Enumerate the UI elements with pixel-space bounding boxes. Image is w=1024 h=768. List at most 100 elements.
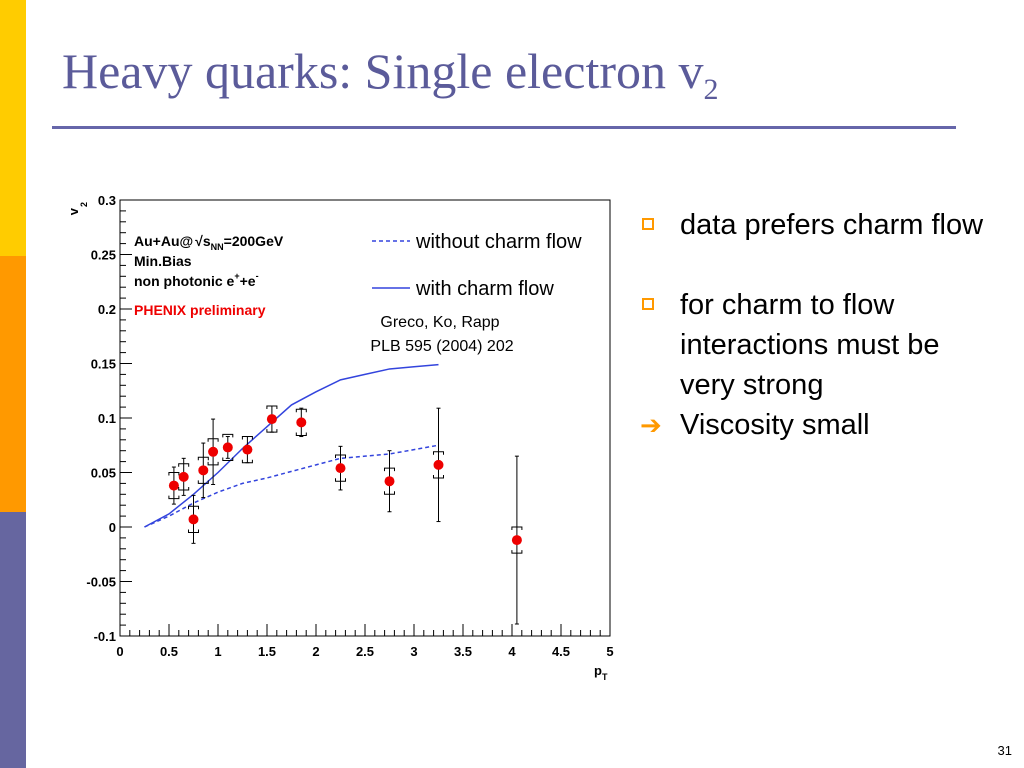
y-axis-label-sub: 2 <box>79 202 89 207</box>
y-tick-label: 0.05 <box>91 466 116 481</box>
systematic-bracket <box>197 456 209 461</box>
x-tick-label: 2 <box>312 644 319 659</box>
x-tick-label: 4.5 <box>552 644 570 659</box>
systematic-bracket <box>335 478 346 482</box>
curve-without-charm-flow <box>144 444 439 528</box>
y-axis-label: v <box>66 207 81 215</box>
systematic-bracket <box>266 429 278 433</box>
reference-line-1: Greco, Ko, Rapp <box>380 314 499 331</box>
systematic-bracket <box>222 433 234 438</box>
x-tick-label: 0 <box>116 644 123 659</box>
systematic-bracket <box>188 505 199 510</box>
centrality-text: Min.Bias <box>134 253 192 269</box>
legend-label-without: without charm flow <box>415 231 582 253</box>
systematic-bracket <box>384 467 395 472</box>
systematic-bracket <box>511 550 523 554</box>
y-tick-label: 0.15 <box>91 357 116 372</box>
bullet-list: data prefers charm flow for charm to flo… <box>640 205 1000 445</box>
y-tick-label: 0.3 <box>98 193 116 208</box>
x-tick-label: 5 <box>606 644 613 659</box>
sidebar-band-purple <box>0 512 26 768</box>
x-tick-label: 3 <box>410 644 417 659</box>
systematic-bracket <box>178 486 190 491</box>
v2-chart-svg: 0 0.5 1 1.5 2 2.5 3 3.5 4 4.5 5 -0.1 -0.05 0 0.05 0.1 0… <box>66 193 614 682</box>
preliminary-label: PHENIX preliminary <box>134 302 266 318</box>
x-tick-label: 2.5 <box>356 644 374 659</box>
y-tick-label: 0.2 <box>98 302 116 317</box>
slide-title: Heavy quarks: Single electron v2 <box>62 42 718 107</box>
legend-label-with: with charm flow <box>415 278 554 300</box>
electron-text: non photonic e++e- <box>134 271 259 289</box>
data-point <box>198 465 209 476</box>
curve-with-charm-flow <box>144 363 439 528</box>
y-tick-label: -0.05 <box>86 575 116 590</box>
x-tick-label: 0.5 <box>160 644 178 659</box>
slide-title-subscript: 2 <box>703 73 719 106</box>
y-tick-label: 0.25 <box>91 248 116 263</box>
y-tick-label: 0 <box>109 520 116 535</box>
bullet-text: Viscosity small <box>680 409 870 441</box>
systematic-bracket <box>241 459 253 464</box>
page-number: 31 <box>997 743 1012 758</box>
data-point <box>433 459 444 470</box>
systematic-bracket <box>188 529 199 533</box>
data-point <box>222 442 233 453</box>
data-point <box>296 417 307 428</box>
data-point <box>242 444 253 455</box>
systematic-bracket <box>222 457 234 462</box>
square-bullet-icon <box>642 298 654 310</box>
systematic-bracket <box>168 472 180 476</box>
bullet-text: for charm to flow interactions must be v… <box>680 289 940 401</box>
model-curves <box>144 363 439 528</box>
data-point <box>168 480 179 491</box>
data-point <box>335 463 346 474</box>
sidebar-decoration <box>0 0 26 768</box>
data-point <box>511 535 522 546</box>
systematic-bracket <box>433 451 444 455</box>
x-axis-label-sub: T <box>602 672 608 682</box>
x-tick-label: 1.5 <box>258 644 276 659</box>
bullet-item: for charm to flow interactions must be v… <box>640 285 1000 405</box>
systematic-bracket <box>178 463 190 467</box>
systematic-bracket <box>241 436 253 440</box>
systematic-bracket <box>335 454 346 459</box>
collision-annotation: Au+Au@ √sNN=200GeV Min.Bias non photonic … <box>134 233 284 318</box>
systematic-bracket <box>511 526 523 530</box>
systematic-bracket <box>266 405 278 410</box>
y-tick-label: 0.1 <box>98 411 116 426</box>
x-tick-label: 3.5 <box>454 644 472 659</box>
systematic-bracket <box>197 480 209 484</box>
data-point <box>266 414 277 425</box>
systematic-bracket <box>433 474 444 479</box>
arrow-bullet-icon: ➔ <box>640 410 662 440</box>
data-point <box>178 471 189 482</box>
title-divider <box>52 126 956 129</box>
systematic-bracket <box>207 461 219 466</box>
sidebar-band-orange <box>0 256 26 512</box>
reference-line-2: PLB 595 (2004) 202 <box>370 338 513 355</box>
x-tick-label: 1 <box>214 644 221 659</box>
square-bullet-icon <box>642 218 654 230</box>
v2-chart: 0 0.5 1 1.5 2 2.5 3 3.5 4 4.5 5 -0.1 -0.05 0 0.05 0.1 0… <box>62 175 622 695</box>
plot-frame <box>119 199 611 637</box>
systematic-bracket <box>207 438 219 442</box>
data-point <box>384 476 395 487</box>
legend: without charm flow with charm flow <box>372 231 582 300</box>
collision-text: Au+Au@ √sNN=200GeV <box>134 233 284 252</box>
x-axis-label: p <box>594 663 602 678</box>
slide-title-text: Heavy quarks: Single electron v <box>62 43 704 99</box>
data-point <box>188 514 199 525</box>
bullet-item: data prefers charm flow <box>640 205 1000 245</box>
y-tick-label: -0.1 <box>94 629 116 644</box>
systematic-bracket <box>295 408 307 413</box>
data-point <box>208 446 219 457</box>
systematic-bracket <box>295 432 307 436</box>
bullet-item: ➔ Viscosity small <box>640 405 1000 445</box>
y-ticks: -0.1 -0.05 0 0.05 0.1 0.15 0.2 0.25 0.3 <box>86 193 132 644</box>
systematic-bracket <box>168 495 180 500</box>
data-points <box>168 405 523 625</box>
sidebar-band-yellow <box>0 0 26 256</box>
systematic-bracket <box>384 491 395 495</box>
x-ticks: 0 0.5 1 1.5 2 2.5 3 3.5 4 4.5 5 <box>116 624 614 659</box>
x-tick-label: 4 <box>508 644 516 659</box>
